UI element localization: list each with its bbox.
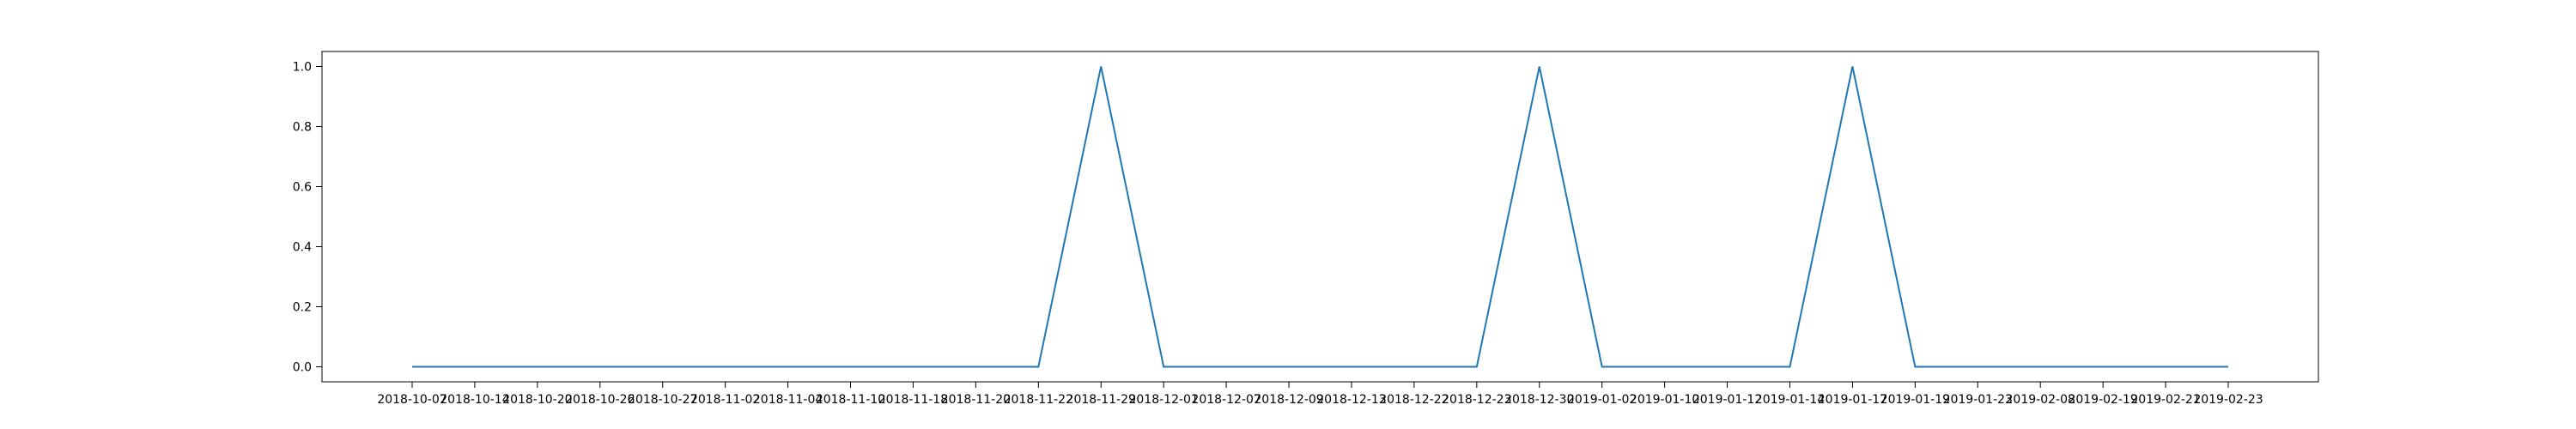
x-tick-label: 2019-02-08 [2006, 393, 2075, 407]
x-tick-label: 2018-11-18 [878, 393, 948, 407]
x-tick-label: 2018-11-10 [816, 393, 885, 407]
y-tick-label: 0.6 [293, 181, 312, 195]
y-tick-label: 0.2 [293, 301, 312, 315]
x-tick-label: 2018-11-29 [1066, 393, 1136, 407]
x-tick-label: 2018-12-07 [1191, 393, 1261, 407]
y-tick-label: 0.4 [293, 241, 312, 255]
x-tick-label: 2018-12-01 [1128, 393, 1198, 407]
x-tick-label: 2018-11-20 [941, 393, 1011, 407]
x-tick-label: 2019-01-23 [1943, 393, 2013, 407]
x-tick-label: 2018-10-26 [565, 393, 635, 407]
x-tick-label: 2018-11-04 [753, 393, 823, 407]
x-tick-label: 2019-01-12 [1692, 393, 1762, 407]
x-tick-label: 2018-10-27 [628, 393, 697, 407]
x-tick-label: 2019-01-14 [1755, 393, 1825, 407]
series-line-0 [412, 66, 2228, 368]
x-tick-label: 2019-01-17 [1818, 393, 1887, 407]
x-tick-label: 2018-11-22 [1004, 393, 1073, 407]
x-tick-label: 2019-01-02 [1567, 393, 1637, 407]
x-tick-label: 2018-11-02 [690, 393, 760, 407]
x-tick-label: 2018-12-13 [1316, 393, 1386, 407]
x-tick-label: 2018-12-22 [1379, 393, 1449, 407]
x-tick-label: 2018-10-20 [502, 393, 572, 407]
x-tick-label: 2019-01-19 [1880, 393, 1950, 407]
x-tick-label: 2019-02-21 [2130, 393, 2200, 407]
x-tick-label: 2018-10-14 [440, 393, 509, 407]
y-tick-label: 1.0 [293, 61, 312, 75]
x-tick-label: 2018-12-09 [1254, 393, 1323, 407]
plot-frame [321, 51, 2319, 383]
x-tick-label: 2018-12-23 [1442, 393, 1511, 407]
x-tick-label: 2019-02-19 [2068, 393, 2137, 407]
y-tick-label: 0.0 [293, 361, 312, 375]
x-tick-label: 2018-10-07 [377, 393, 447, 407]
x-tick-label: 2019-02-23 [2193, 393, 2263, 407]
x-tick-label: 2018-12-30 [1504, 393, 1574, 407]
x-tick-label: 2019-01-10 [1630, 393, 1699, 407]
y-tick-label: 0.8 [293, 121, 312, 135]
